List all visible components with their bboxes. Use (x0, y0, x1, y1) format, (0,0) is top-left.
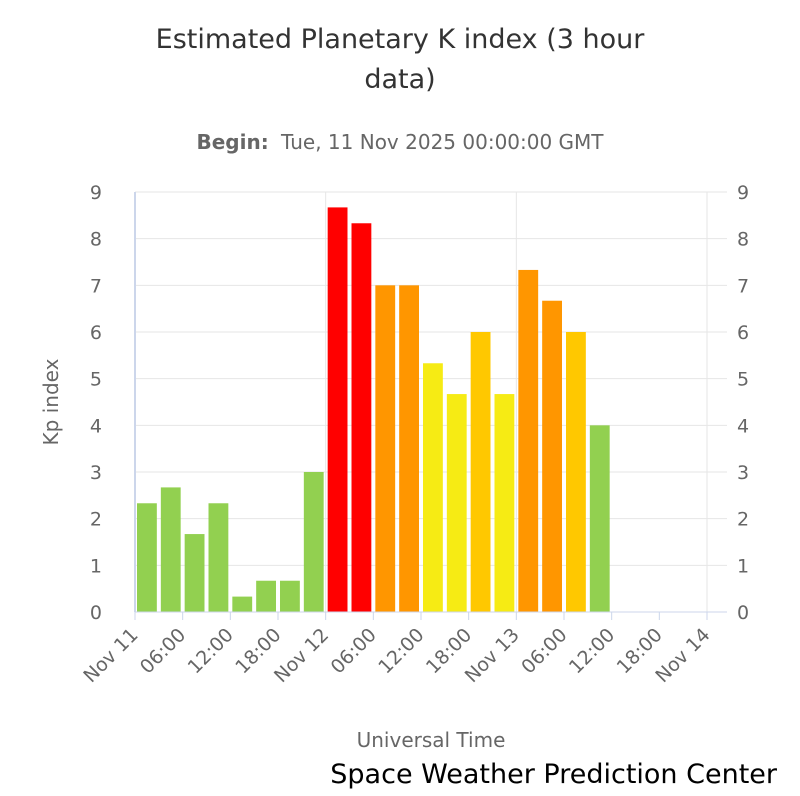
y-tick-label-right: 9 (737, 182, 749, 204)
y-tick-label-right: 5 (737, 369, 749, 391)
x-tick-label: Nov 14 (651, 624, 714, 687)
y-tick-label-right: 3 (737, 462, 749, 484)
y-tick-label-right: 8 (737, 229, 749, 251)
kp-bar (375, 285, 396, 612)
y-tick-label-right: 0 (737, 602, 749, 624)
kp-bar (494, 394, 515, 612)
chart-subtitle: Begin: Tue, 11 Nov 2025 00:00:00 GMT (196, 130, 604, 154)
chart-title-line2: data) (364, 64, 435, 95)
x-tick-label: 06:00 (327, 624, 381, 678)
kp-bar (542, 300, 562, 612)
y-tick-label-left: 6 (90, 322, 102, 344)
kp-bar (232, 596, 253, 612)
kp-bar (518, 269, 539, 612)
kp-bar (470, 332, 491, 612)
y-tick-label-left: 1 (90, 555, 102, 577)
y-tick-label-right: 4 (737, 415, 749, 437)
kp-bar (256, 580, 276, 612)
kp-bar (446, 394, 467, 612)
y-axis-title: Kp index (39, 358, 63, 445)
y-tick-label-left: 0 (90, 602, 102, 624)
x-tick-label: Nov 11 (79, 624, 142, 687)
kp-bar (399, 285, 419, 612)
y-tick-label-right: 1 (737, 555, 749, 577)
x-tick-label: 12:00 (184, 624, 238, 678)
x-tick-label: Nov 12 (270, 624, 333, 687)
subtitle-label: Begin: (196, 130, 268, 154)
kp-bar (303, 472, 324, 612)
kp-bar (566, 332, 586, 612)
y-tick-label-left: 8 (90, 229, 102, 251)
y-tick-label-left: 5 (90, 369, 102, 391)
kp-bar (423, 363, 443, 612)
kp-bar (280, 580, 300, 612)
kp-bar (137, 503, 157, 612)
kp-bar (208, 503, 229, 612)
y-tick-label-left: 7 (90, 275, 102, 297)
x-tick-label: 06:00 (136, 624, 190, 678)
y-tick-label-right: 7 (737, 275, 749, 297)
y-tick-label-left: 9 (90, 182, 102, 204)
y-tick-label-left: 4 (90, 415, 102, 437)
y-tick-label-left: 2 (90, 509, 102, 531)
x-tick-label: 12:00 (565, 624, 619, 678)
kp-bar (327, 207, 348, 612)
kp-bar (589, 425, 610, 612)
subtitle-value: Tue, 11 Nov 2025 00:00:00 GMT (280, 130, 604, 154)
x-tick-label: 06:00 (517, 624, 571, 678)
y-tick-label-right: 2 (737, 509, 749, 531)
chart-title-line1: Estimated Planetary K index (3 hour (156, 24, 646, 55)
x-axis-title: Universal Time (357, 728, 506, 752)
kp-bar (160, 487, 181, 612)
x-tick-label: Nov 13 (461, 624, 524, 687)
credits: Space Weather Prediction Center (330, 759, 778, 790)
y-tick-label-right: 6 (737, 322, 749, 344)
kp-bar (184, 534, 205, 612)
y-tick-label-left: 3 (90, 462, 102, 484)
kp-bar (351, 223, 372, 612)
x-tick-label: 12:00 (374, 624, 428, 678)
